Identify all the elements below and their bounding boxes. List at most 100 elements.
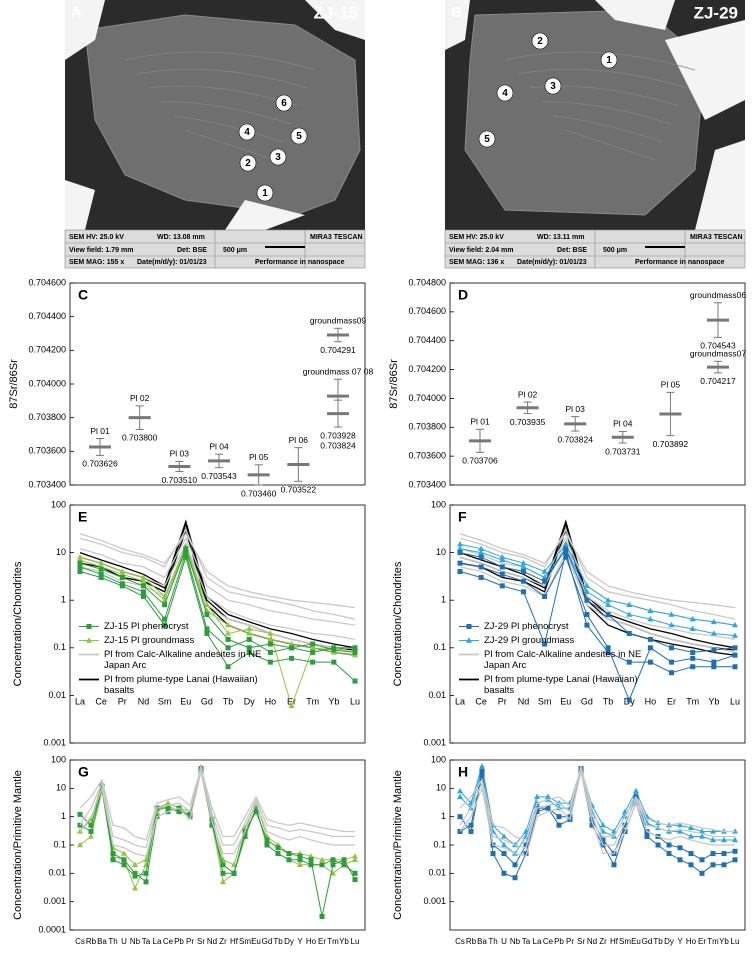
y-tick-label: 0.704400	[408, 335, 446, 345]
zoning	[184, 129, 276, 161]
marker	[677, 821, 683, 828]
marker	[626, 601, 633, 608]
y-axis-label: 87Sr/86Sr	[388, 359, 400, 409]
marker	[77, 560, 83, 566]
series-line	[79, 771, 355, 858]
y-axis-label: Concentration/Chondrites	[12, 561, 24, 686]
marker	[499, 571, 505, 577]
x-tick-label: Gd	[642, 937, 653, 946]
marker	[732, 645, 738, 651]
marker	[88, 822, 94, 828]
series-line	[79, 555, 356, 682]
marker	[183, 546, 189, 552]
marker	[231, 870, 237, 876]
marker	[246, 649, 252, 655]
marker	[183, 550, 189, 556]
marker	[88, 828, 94, 834]
x-tick-label: Nd	[207, 937, 217, 946]
y-tick-label: 100	[431, 754, 446, 764]
legend-entry: Pl from Calc-Alkaline andesites in NE Ja…	[458, 649, 728, 671]
vesicle	[305, 0, 365, 40]
legend-entry: Pl from plume-type Lanai (Hawaiian) basa…	[78, 674, 348, 696]
marker	[611, 828, 617, 834]
series-line	[79, 550, 356, 654]
marker	[220, 878, 226, 885]
spot-label: 4	[244, 127, 250, 138]
info-text: SEM HV: 25.0 kV	[69, 234, 124, 241]
marker	[225, 621, 232, 628]
marker	[310, 641, 316, 647]
zoning	[504, 51, 696, 71]
x-tick-label: Pb	[174, 937, 184, 946]
marker	[331, 647, 337, 653]
marker	[457, 550, 463, 556]
x-tick-label: Sm	[538, 696, 552, 706]
y-tick-label: 10	[56, 783, 66, 793]
marker	[688, 862, 694, 868]
marker	[140, 578, 147, 584]
marker	[584, 597, 590, 603]
y-tick-label: 0.704800	[408, 277, 446, 287]
marker	[677, 828, 683, 834]
x-tick-label: Tm	[327, 937, 339, 946]
marker	[457, 814, 463, 820]
marker	[289, 655, 295, 661]
marker	[308, 853, 314, 859]
x-tick-label: Yb	[339, 937, 349, 946]
x-tick-label: Y	[677, 937, 683, 946]
marker	[499, 564, 505, 570]
legend-label: Pl from Calc-Alkaline andesites in NE Ja…	[484, 649, 642, 671]
marker	[520, 589, 526, 595]
point-label: Pl 02	[130, 393, 150, 403]
marker	[183, 554, 189, 560]
x-tick-label: Er	[287, 696, 296, 706]
spot-label: 1	[262, 188, 268, 199]
marker	[352, 856, 358, 863]
x-tick-label: Lu	[730, 696, 740, 706]
marker	[132, 870, 138, 876]
x-tick-label: Ba	[97, 937, 107, 946]
marker	[267, 649, 273, 655]
x-tick-label: Eu	[180, 696, 191, 706]
marker	[457, 545, 463, 552]
marker	[246, 636, 252, 642]
series-line	[79, 547, 356, 653]
x-tick-label: Gd	[581, 696, 593, 706]
marker	[119, 574, 125, 580]
marker	[140, 593, 146, 599]
marker	[121, 862, 127, 868]
y-tick-label: 10	[436, 783, 446, 793]
zoning	[552, 115, 664, 143]
x-tick-label: Sm	[239, 937, 251, 946]
marker	[622, 822, 628, 828]
marker	[110, 851, 116, 857]
marker	[534, 793, 540, 800]
marker	[143, 856, 149, 863]
marker	[563, 550, 569, 556]
legend-swatch	[79, 624, 99, 629]
marker	[732, 664, 738, 670]
spot-marker	[256, 184, 274, 202]
legend-label: Pl from plume-type Lanai (Hawaiian) basa…	[104, 674, 258, 696]
marker	[732, 621, 738, 628]
marker	[297, 853, 303, 859]
x-tick-label: La	[455, 696, 465, 706]
zoning	[160, 101, 292, 125]
x-tick-label: Nd	[518, 696, 530, 706]
x-tick-label: Tb	[273, 937, 283, 946]
marker	[605, 645, 611, 651]
legend-label: ZJ-29 Pl groundmass	[484, 635, 575, 646]
marker	[77, 811, 83, 817]
info-text: MIRA3 TESCAN	[690, 234, 743, 241]
x-tick-label: La	[153, 937, 162, 946]
x-tick-label: Pb	[554, 937, 564, 946]
marker	[688, 833, 694, 839]
x-tick-label: Gd	[262, 937, 273, 946]
marker	[352, 649, 358, 655]
marker	[644, 819, 650, 826]
series-line	[79, 536, 356, 626]
marker	[203, 607, 210, 613]
marker	[468, 828, 474, 834]
point-label: groundmass06	[690, 290, 747, 300]
marker	[669, 670, 675, 676]
